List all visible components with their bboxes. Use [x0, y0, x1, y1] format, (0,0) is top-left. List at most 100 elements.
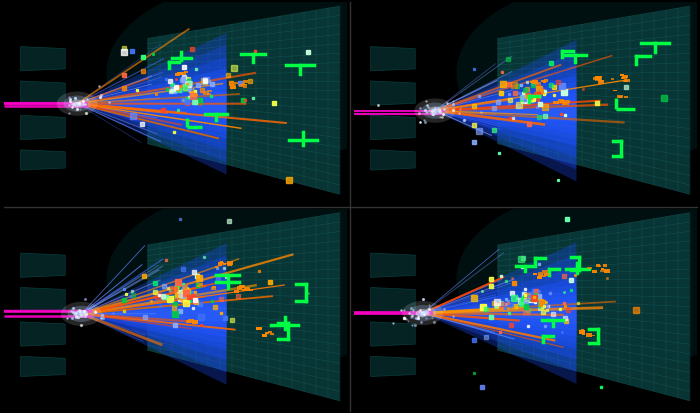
Circle shape [57, 92, 98, 116]
Bar [239, 285, 244, 288]
Bar [600, 270, 603, 272]
Bar [188, 319, 194, 323]
Bar [613, 90, 617, 91]
Polygon shape [435, 75, 577, 146]
Bar [537, 276, 542, 279]
Bar [619, 97, 622, 98]
Bar [556, 103, 559, 104]
Polygon shape [81, 296, 227, 332]
Polygon shape [81, 291, 227, 337]
Bar [562, 103, 565, 105]
Bar [240, 285, 245, 288]
Bar [544, 79, 549, 82]
Polygon shape [77, 92, 227, 116]
Bar [177, 72, 183, 76]
Bar [542, 275, 546, 277]
Polygon shape [21, 322, 65, 346]
Circle shape [456, 0, 700, 164]
Bar [227, 263, 232, 266]
Polygon shape [371, 322, 415, 346]
Polygon shape [77, 96, 227, 111]
Bar [244, 84, 247, 85]
Bar [622, 75, 628, 78]
Bar [244, 288, 250, 291]
Bar [536, 82, 540, 85]
Circle shape [420, 311, 426, 315]
Polygon shape [77, 68, 227, 139]
Bar [258, 328, 260, 330]
Polygon shape [423, 301, 577, 325]
Bar [598, 80, 603, 82]
Bar [598, 80, 604, 83]
Bar [262, 334, 267, 337]
Circle shape [421, 102, 449, 119]
Circle shape [61, 302, 102, 326]
Bar [621, 77, 624, 79]
Circle shape [428, 107, 442, 115]
Bar [624, 78, 630, 82]
Polygon shape [77, 57, 227, 150]
Polygon shape [77, 88, 227, 119]
Circle shape [71, 100, 84, 108]
Polygon shape [435, 75, 577, 146]
Polygon shape [423, 284, 577, 342]
Polygon shape [371, 115, 415, 140]
Bar [544, 273, 550, 276]
Bar [558, 99, 564, 103]
Bar [601, 268, 604, 271]
Bar [231, 86, 234, 88]
Bar [542, 271, 548, 274]
Polygon shape [423, 254, 577, 372]
Bar [197, 285, 200, 287]
Bar [538, 272, 542, 275]
Bar [244, 80, 248, 83]
Circle shape [402, 301, 443, 325]
Bar [242, 289, 246, 291]
Bar [181, 72, 186, 75]
Polygon shape [81, 290, 227, 338]
Circle shape [64, 95, 91, 112]
Polygon shape [371, 253, 415, 278]
Polygon shape [77, 79, 227, 128]
Bar [233, 83, 236, 85]
Bar [594, 77, 598, 80]
Bar [598, 265, 601, 267]
Polygon shape [21, 356, 65, 377]
Bar [237, 286, 242, 290]
Polygon shape [435, 81, 577, 140]
Bar [596, 76, 603, 80]
Bar [268, 331, 272, 333]
Bar [175, 73, 178, 75]
Bar [227, 261, 232, 265]
Bar [596, 264, 601, 267]
Bar [243, 85, 247, 88]
Polygon shape [435, 64, 577, 157]
Bar [564, 100, 570, 103]
Bar [624, 95, 628, 98]
Bar [579, 330, 584, 334]
Bar [603, 270, 607, 272]
Circle shape [414, 98, 456, 123]
Polygon shape [435, 40, 577, 181]
Polygon shape [81, 255, 227, 373]
Polygon shape [77, 45, 227, 162]
Bar [212, 286, 216, 288]
Polygon shape [81, 278, 227, 349]
Bar [542, 81, 546, 83]
Polygon shape [21, 81, 65, 105]
Polygon shape [371, 356, 415, 377]
Polygon shape [498, 213, 690, 401]
Polygon shape [81, 285, 227, 343]
Bar [559, 100, 564, 103]
Circle shape [433, 109, 438, 112]
Bar [592, 271, 597, 273]
Polygon shape [371, 287, 415, 312]
Circle shape [106, 188, 415, 370]
Bar [622, 76, 627, 79]
Bar [615, 81, 617, 82]
Polygon shape [21, 253, 65, 278]
Polygon shape [435, 103, 577, 118]
Bar [220, 261, 223, 263]
Bar [582, 333, 585, 335]
Bar [611, 78, 614, 80]
